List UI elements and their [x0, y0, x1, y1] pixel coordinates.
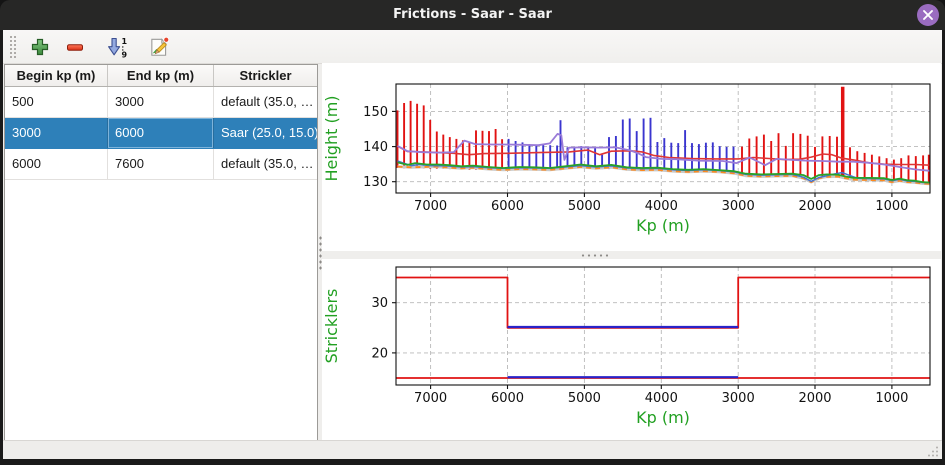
window-title: Frictions - Saar - Saar: [393, 7, 552, 22]
svg-text:9: 9: [122, 50, 128, 58]
svg-text:Kp (m): Kp (m): [636, 408, 690, 427]
charts-panel: 7000 6000 5000 4000 3000 2000 1000 130 140 150 Kp …: [322, 63, 941, 441]
toolbar: 1 9: [3, 30, 942, 64]
table-cell[interactable]: 7600: [108, 149, 214, 179]
titlebar[interactable]: Frictions - Saar - Saar: [0, 0, 945, 30]
remove-row-button[interactable]: [62, 34, 88, 60]
plus-icon: [31, 38, 49, 55]
svg-text:5000: 5000: [568, 391, 601, 406]
edit-icon: [151, 36, 170, 56]
close-button[interactable]: [917, 4, 939, 26]
vertical-splitter-handle[interactable]: [318, 235, 323, 271]
resize-grip[interactable]: [927, 445, 939, 457]
svg-text:140: 140: [363, 140, 388, 155]
toolbar-grip-handle[interactable]: [9, 34, 16, 59]
friction-table-header: Begin kp (m) End kp (m) Strickler: [5, 65, 317, 87]
table-cell[interactable]: Saar (25.0, 15.0): [221, 125, 317, 140]
svg-text:1: 1: [122, 37, 128, 46]
svg-text:2000: 2000: [798, 199, 831, 214]
svg-text:Kp (m): Kp (m): [636, 216, 690, 235]
friction-table-body: 500 3000 default (35.0, … 3000 6000 Saar (25.…: [5, 87, 317, 180]
minus-icon: [67, 43, 83, 51]
frictions-table: Begin kp (m) End kp (m) Strickler 500 3000 d…: [4, 64, 318, 441]
svg-text:30: 30: [371, 296, 388, 311]
svg-text:Stricklers: Stricklers: [322, 289, 341, 364]
app-body: 1 9 Begin kp (m) End kp (m) Strickler: [3, 30, 942, 459]
table-row[interactable]: 3000 6000 Saar (25.0, 15.0): [5, 118, 317, 149]
table-cell[interactable]: default (35.0, …: [221, 156, 314, 171]
add-row-button[interactable]: [27, 34, 53, 60]
table-cell[interactable]: 3000: [108, 87, 214, 117]
table-cell[interactable]: 6000: [5, 149, 108, 179]
svg-text:6000: 6000: [491, 199, 524, 214]
svg-text:7000: 7000: [414, 391, 447, 406]
table-row[interactable]: 6000 7600 default (35.0, …: [5, 149, 317, 180]
svg-text:1000: 1000: [875, 199, 908, 214]
edit-row-button[interactable]: [146, 34, 172, 60]
stricklers-chart: 7000 6000 5000 4000 3000 2000 1000 20 30 Kp (m) St…: [322, 259, 941, 441]
sort-numeric-icon: 1 9: [108, 37, 128, 58]
svg-text:20: 20: [371, 346, 388, 361]
column-header[interactable]: Begin kp (m): [5, 65, 108, 86]
close-icon: [923, 10, 933, 20]
table-cell[interactable]: 500: [5, 87, 108, 117]
svg-text:3000: 3000: [722, 391, 755, 406]
svg-text:150: 150: [363, 105, 388, 120]
table-cell[interactable]: 3000: [5, 118, 108, 148]
svg-text:Height (m): Height (m): [322, 95, 341, 181]
svg-text:2000: 2000: [798, 391, 831, 406]
svg-text:3000: 3000: [722, 199, 755, 214]
svg-text:130: 130: [363, 175, 388, 190]
horizontal-splitter[interactable]: [322, 251, 941, 259]
svg-text:6000: 6000: [491, 391, 524, 406]
svg-text:1000: 1000: [875, 391, 908, 406]
svg-text:4000: 4000: [645, 391, 678, 406]
svg-text:5000: 5000: [568, 199, 601, 214]
table-row[interactable]: 500 3000 default (35.0, …: [5, 87, 317, 118]
height-profile-chart: 7000 6000 5000 4000 3000 2000 1000 130 140 150 Kp …: [322, 63, 941, 251]
horizontal-splitter-handle[interactable]: [580, 253, 608, 257]
statusbar: [3, 440, 942, 459]
svg-text:4000: 4000: [645, 199, 678, 214]
column-header[interactable]: End kp (m): [108, 65, 214, 86]
column-header[interactable]: Strickler: [239, 68, 292, 83]
svg-text:7000: 7000: [414, 199, 447, 214]
table-cell[interactable]: 6000: [108, 118, 214, 148]
table-cell[interactable]: default (35.0, …: [221, 94, 314, 109]
sort-rows-button[interactable]: 1 9: [102, 34, 132, 60]
